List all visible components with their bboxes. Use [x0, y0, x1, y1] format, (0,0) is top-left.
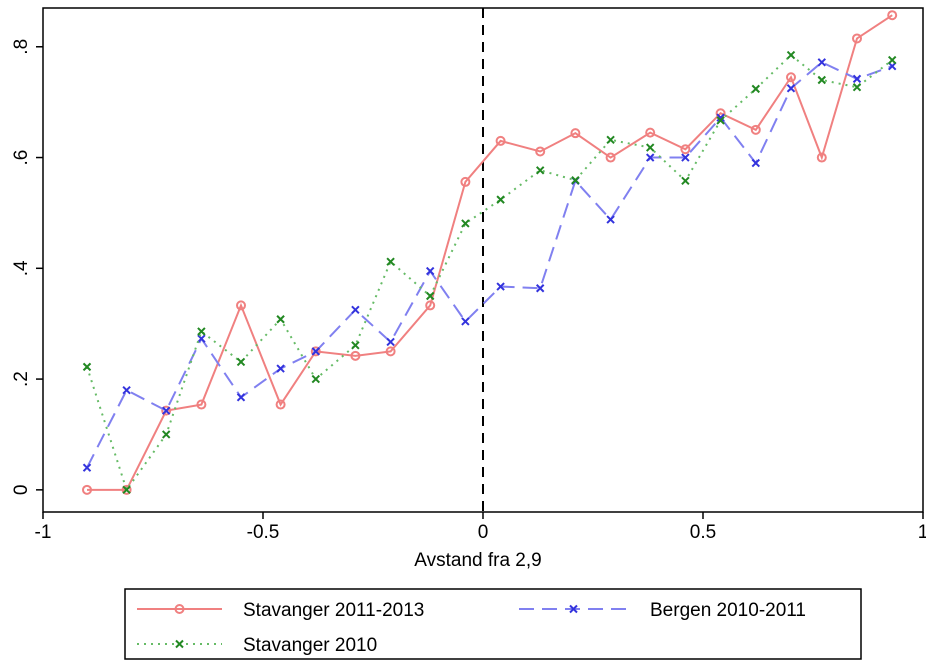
data-point	[275, 399, 286, 410]
series-2	[82, 58, 897, 472]
series-3	[82, 50, 897, 495]
data-point	[852, 82, 862, 92]
data-point	[571, 176, 580, 185]
axes: -1 -0.5 0 0.5 1 0 .2 .4 .6 .8	[11, 7, 926, 543]
data-point	[852, 33, 862, 44]
data-point	[276, 364, 285, 373]
data-point	[425, 266, 435, 276]
data-point	[496, 282, 505, 291]
legend-marker	[569, 604, 578, 614]
data-point	[122, 385, 131, 395]
data-point	[645, 143, 655, 152]
legend-label: Stavanger 2010	[243, 635, 377, 656]
legend-item-2: Bergen 2010-2011	[519, 600, 806, 621]
data-point	[122, 485, 131, 495]
data-point	[311, 374, 321, 384]
data-point	[680, 144, 691, 155]
data-point	[535, 284, 545, 293]
data-point	[852, 74, 862, 84]
data-point	[786, 50, 796, 60]
data-point	[385, 346, 396, 357]
data-point	[82, 362, 92, 372]
data-point	[681, 153, 690, 162]
y-tick-label: .6	[11, 150, 32, 166]
data-point	[161, 406, 171, 415]
data-point	[495, 135, 506, 146]
data-point	[350, 350, 361, 361]
data-point	[161, 405, 172, 416]
data-point	[750, 124, 761, 135]
data-point	[460, 176, 471, 187]
data-point	[535, 166, 545, 175]
data-point	[82, 484, 92, 495]
legend-box	[124, 588, 862, 660]
data-point	[351, 341, 360, 350]
data-point	[461, 317, 470, 326]
data-point	[197, 327, 206, 336]
legend-label: Stavanger 2011-2013	[243, 600, 424, 621]
legend-label: Bergen 2010-2011	[650, 600, 806, 621]
data-point	[351, 305, 360, 315]
data-point	[311, 347, 321, 356]
data-point	[645, 153, 655, 162]
x-tick-label: 0.5	[690, 522, 716, 543]
data-point	[786, 72, 796, 83]
data-point	[570, 128, 581, 139]
data-point	[276, 315, 285, 324]
data-point	[681, 176, 690, 186]
data-point	[121, 484, 132, 495]
data-point	[535, 146, 546, 157]
data-point	[161, 430, 171, 439]
data-point	[236, 357, 246, 367]
series-line	[87, 14, 893, 491]
y-tick-label: .8	[11, 39, 32, 55]
plot-area	[82, 8, 898, 512]
data-point	[645, 127, 656, 138]
data-point	[496, 195, 505, 204]
data-point	[606, 215, 615, 224]
x-axis-title: Avstand fra 2,9	[414, 550, 541, 571]
legend-item-1: Stavanger 2011-2013	[137, 600, 424, 621]
data-point	[751, 158, 761, 168]
x-tick-label: -1	[35, 522, 52, 543]
y-tick-label: .4	[11, 260, 32, 276]
data-point	[817, 75, 827, 85]
legend-item-3: Stavanger 2010	[137, 635, 377, 656]
data-point	[196, 399, 207, 410]
data-point	[606, 135, 615, 145]
data-point	[236, 393, 246, 402]
series-1	[82, 10, 898, 495]
data-point	[817, 58, 827, 67]
data-point	[310, 346, 321, 357]
data-point	[236, 300, 246, 311]
data-point	[461, 219, 470, 228]
legend-marker	[174, 604, 185, 614]
y-tick-label: .2	[11, 371, 32, 387]
series-line	[86, 53, 893, 493]
x-tick-label: 1	[918, 522, 926, 543]
y-tick-label: 0	[11, 485, 32, 496]
data-point	[425, 291, 435, 301]
data-point	[816, 152, 827, 163]
data-point	[197, 334, 206, 343]
data-point	[605, 152, 616, 163]
data-point	[425, 300, 436, 311]
legend-marker	[175, 639, 184, 649]
data-point	[887, 61, 897, 71]
data-point	[887, 55, 897, 65]
legend: Stavanger 2011-2013 Bergen 2010-2011 Stava…	[124, 588, 862, 660]
data-point	[386, 257, 395, 266]
data-point	[716, 116, 725, 125]
data-point	[716, 113, 725, 122]
data-point	[786, 84, 796, 93]
x-tick-label: -0.5	[247, 522, 280, 543]
data-point	[751, 84, 761, 94]
data-point	[887, 10, 898, 21]
data-point	[386, 337, 395, 347]
x-tick-label: 0	[478, 522, 489, 543]
data-point	[82, 463, 92, 472]
